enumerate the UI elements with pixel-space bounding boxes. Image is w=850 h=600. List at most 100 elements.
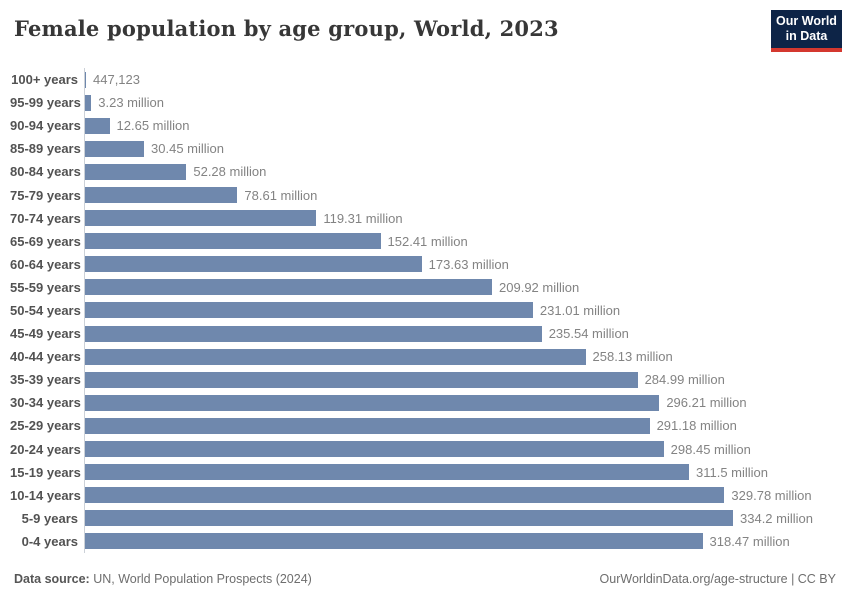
chart-row: 90-94 years 12.65 million xyxy=(10,114,850,138)
bar[interactable] xyxy=(85,256,422,273)
age-group-label: 50-54 years xyxy=(10,302,81,318)
bar[interactable] xyxy=(85,302,533,319)
value-label: 152.41 million xyxy=(387,233,468,249)
bar[interactable] xyxy=(85,187,238,204)
bar[interactable] xyxy=(85,371,638,388)
bar[interactable] xyxy=(85,533,703,550)
bar-area: 298.45 million xyxy=(84,437,850,461)
chart-row: 75-79 years 78.61 million xyxy=(10,183,850,207)
chart-row: 50-54 years 231.01 million xyxy=(10,298,850,323)
value-label: 318.47 million xyxy=(709,533,790,549)
bar[interactable] xyxy=(85,71,86,88)
value-label: 447,123 xyxy=(93,72,140,88)
value-label: 12.65 million xyxy=(116,118,190,134)
bar[interactable] xyxy=(85,117,110,134)
bar-area: 119.31 million xyxy=(84,206,850,230)
data-source-label: Data source: xyxy=(14,572,90,586)
age-group-label: 10-14 years xyxy=(10,487,81,503)
bar-area: 296.21 million xyxy=(84,391,850,415)
value-label: 296.21 million xyxy=(666,395,747,411)
age-group-label: 100+ years xyxy=(11,72,78,88)
chart-row: 10-14 years 329.78 million xyxy=(10,483,850,507)
age-group-label: 60-64 years xyxy=(10,256,81,272)
bar-area: 447,123 xyxy=(84,68,850,92)
value-label: 30.45 million xyxy=(151,141,225,157)
chart-row: 55-59 years 209.92 million xyxy=(10,275,850,299)
bar-area: 329.78 million xyxy=(84,483,850,507)
age-group-label: 75-79 years xyxy=(10,187,81,203)
owid-logo-text: Our World in Data xyxy=(771,10,842,48)
bar[interactable] xyxy=(85,394,660,411)
bar[interactable] xyxy=(85,233,381,250)
value-label: 298.45 million xyxy=(670,441,751,457)
bar-area: 258.13 million xyxy=(84,345,850,369)
bar-area: 30.45 million xyxy=(84,137,850,161)
age-group-label: 55-59 years xyxy=(10,279,81,295)
value-label: 284.99 million xyxy=(644,372,725,388)
data-source-note: Data source: UN, World Population Prospe… xyxy=(14,572,312,586)
bar[interactable] xyxy=(85,140,145,157)
chart-row: 25-29 years 291.18 million xyxy=(10,414,850,438)
bar[interactable] xyxy=(85,487,725,504)
chart-row: 35-39 years 284.99 million xyxy=(10,368,850,392)
bar[interactable] xyxy=(85,210,317,227)
bar-area: 152.41 million xyxy=(84,229,850,253)
bar[interactable] xyxy=(85,348,586,365)
age-group-label: 70-74 years xyxy=(10,210,81,226)
bar-area: 231.01 million xyxy=(84,298,850,323)
chart-row: 15-19 years 311.5 million xyxy=(10,460,850,484)
chart-row: 5-9 years 334.2 million xyxy=(10,506,850,530)
chart-row: 0-4 years 318.47 million xyxy=(10,529,850,553)
owid-logo: Our World in Data xyxy=(771,10,842,52)
bar[interactable] xyxy=(85,510,733,527)
bar-area: 311.5 million xyxy=(84,460,850,484)
chart-row: 65-69 years 152.41 million xyxy=(10,229,850,253)
bar-area: 3.23 million xyxy=(84,91,850,115)
owid-logo-line1: Our World xyxy=(776,14,837,28)
bar-area: 173.63 million xyxy=(84,252,850,276)
bar[interactable] xyxy=(85,441,664,458)
bar-area: 12.65 million xyxy=(84,114,850,138)
bar-area: 284.99 million xyxy=(84,368,850,392)
age-group-label: 35-39 years xyxy=(10,372,81,388)
value-label: 209.92 million xyxy=(499,279,580,295)
value-label: 311.5 million xyxy=(695,464,769,480)
chart-footer: Data source: UN, World Population Prospe… xyxy=(14,572,836,586)
value-label: 329.78 million xyxy=(731,487,812,503)
value-label: 3.23 million xyxy=(98,95,165,111)
bar-area: 334.2 million xyxy=(84,506,850,530)
chart-row: 60-64 years 173.63 million xyxy=(10,252,850,276)
bar[interactable] xyxy=(85,163,187,180)
owid-logo-red-strip xyxy=(771,48,842,52)
chart-row: 95-99 years 3.23 million xyxy=(10,91,850,115)
age-group-label: 95-99 years xyxy=(10,95,81,111)
value-label: 119.31 million xyxy=(323,210,403,226)
age-group-label: 90-94 years xyxy=(10,118,81,134)
age-group-label: 65-69 years xyxy=(10,233,81,249)
bar[interactable] xyxy=(85,417,650,434)
attribution-license-text: OurWorldinData.org/age-structure | CC BY xyxy=(599,572,836,586)
value-label: 258.13 million xyxy=(592,349,673,365)
value-label: 334.2 million xyxy=(740,510,813,526)
age-group-label: 0-4 years xyxy=(21,533,78,549)
page-title: Female population by age group, World, 2… xyxy=(14,16,559,41)
value-label: 173.63 million xyxy=(428,256,509,272)
chart-row: 45-49 years 235.54 million xyxy=(10,322,850,346)
chart-row: 30-34 years 296.21 million xyxy=(10,391,850,415)
bar[interactable] xyxy=(85,464,689,481)
bar[interactable] xyxy=(85,325,542,342)
age-group-label: 40-44 years xyxy=(10,349,81,365)
age-group-label: 25-29 years xyxy=(10,418,81,434)
value-label: 235.54 million xyxy=(548,326,629,342)
bar[interactable] xyxy=(85,94,92,111)
chart-row: 40-44 years 258.13 million xyxy=(10,345,850,369)
chart-row: 100+ years 447,123 xyxy=(10,68,850,92)
value-label: 78.61 million xyxy=(244,187,318,203)
bar-area: 78.61 million xyxy=(84,183,850,207)
chart-row: 80-84 years 52.28 million xyxy=(10,160,850,184)
bar-area: 318.47 million xyxy=(84,529,850,553)
age-group-label: 30-34 years xyxy=(10,395,81,411)
bar-area: 52.28 million xyxy=(84,160,850,184)
bar[interactable] xyxy=(85,279,493,296)
